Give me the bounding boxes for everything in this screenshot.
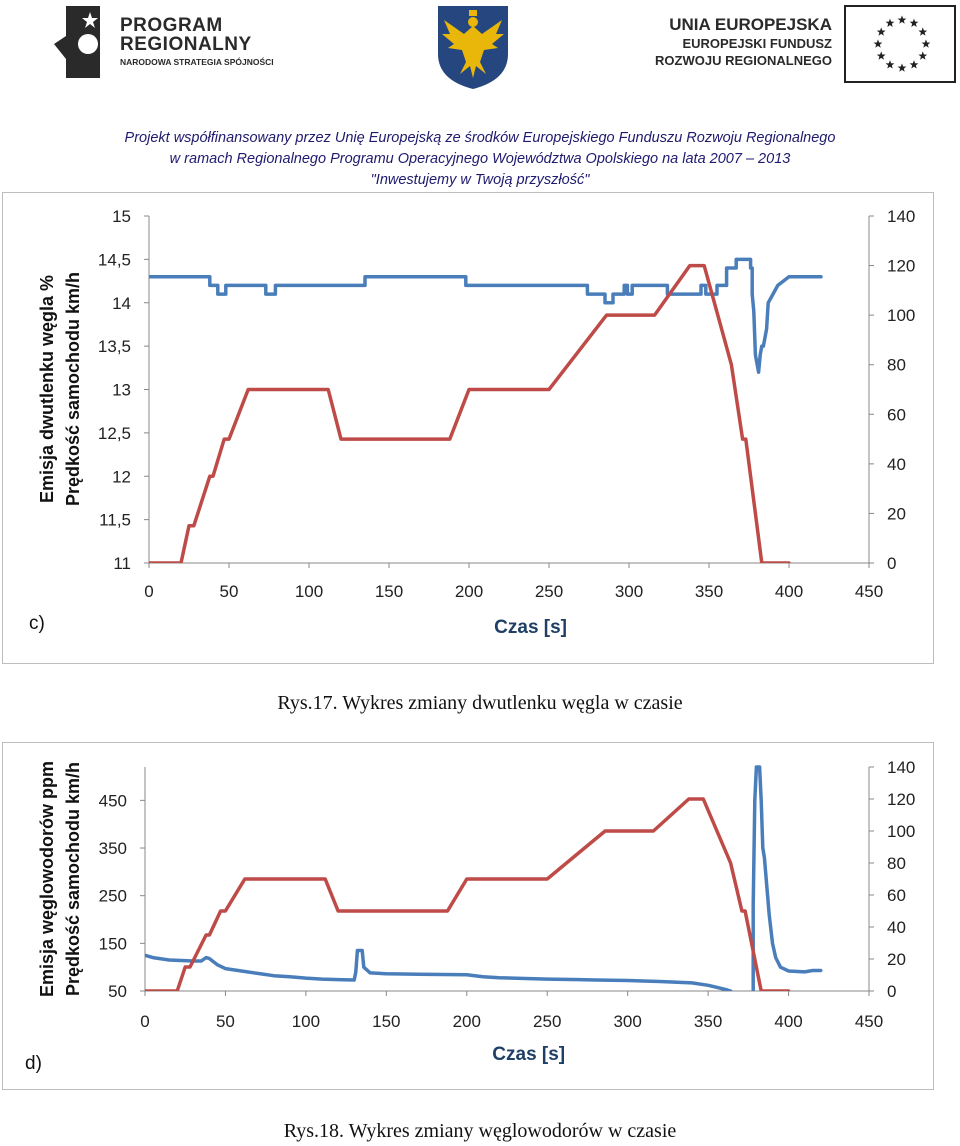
y-left-tick-label: 13 [112, 381, 131, 400]
program-regionalny-emblem-icon [54, 6, 100, 78]
y-right-tick-label: 40 [887, 455, 906, 474]
y-right-tick-label: 80 [887, 356, 906, 375]
y-axis-label-left-1: Emisja dwutlenku węgla % [37, 275, 57, 503]
emission-series-line [751, 765, 823, 991]
y-axis-label-left-2: Prędkość samochodu km/h [63, 762, 83, 996]
x-tick-label: 350 [694, 1012, 722, 1031]
x-axis-label: Czas [s] [492, 1044, 565, 1065]
chart-c-frame: 11 11,5 12 12,5 13 13,5 14 14,5 15 0 20 40 60 80 100 12… [2, 192, 934, 664]
y-left-tick-label: 13,5 [98, 337, 131, 356]
x-tick-label: 350 [695, 582, 723, 601]
y-right-tick-label: 80 [887, 854, 906, 873]
y-right-tick-label: 140 [887, 758, 915, 777]
project-header: Projekt współfinansowany przez Unię Euro… [0, 128, 960, 191]
y-right-tick-label: 100 [887, 822, 915, 841]
speed-series-line [149, 263, 791, 563]
x-tick-label: 200 [455, 582, 483, 601]
y-right-tick-label: 60 [887, 405, 906, 424]
y-axis-label-left-1: Emisja węglowodorów ppm [37, 761, 57, 997]
y-left-tick-label: 50 [108, 982, 127, 1001]
eu-star [876, 27, 886, 36]
y-left-tick-label: 12 [112, 467, 131, 486]
eu-star [897, 63, 907, 72]
y-right-tick-label: 20 [887, 504, 906, 523]
y-right-tick-label: 40 [887, 918, 906, 937]
y-left-tick-label: 450 [99, 791, 127, 810]
x-tick-label: 50 [216, 1012, 235, 1031]
y-left-tick-label: 14,5 [98, 250, 131, 269]
panel-label: d) [25, 1053, 42, 1074]
eu-flag-icon [844, 5, 956, 83]
caption-fig17: Rys.17. Wykres zmiany dwutlenku węgla w … [277, 692, 683, 714]
eu-stars [873, 15, 931, 72]
x-tick-label: 0 [140, 1012, 149, 1031]
y-left-tick-label: 11 [113, 554, 131, 573]
x-tick-label: 450 [855, 582, 883, 601]
emission-series-line [145, 948, 733, 991]
eu-star [885, 18, 895, 27]
eu-star [873, 39, 883, 48]
x-tick-label: 150 [372, 1012, 400, 1031]
program-subtitle: NARODOWA STRATEGIA SPÓJNOŚCI [120, 57, 274, 67]
panel-label: c) [29, 613, 45, 634]
x-tick-label: 250 [533, 1012, 561, 1031]
eu-line-1: UNIA EUROPEJSKA [669, 15, 832, 34]
x-tick-label: 200 [453, 1012, 481, 1031]
x-tick-label: 150 [375, 582, 403, 601]
header-logos: PROGRAM REGIONALNY NARODOWA STRATEGIA SP… [0, 0, 960, 120]
eu-star [909, 18, 919, 27]
y-right-tick-label: 0 [887, 554, 896, 573]
y-right-tick-label: 0 [887, 982, 896, 1001]
eu-star [921, 39, 931, 48]
x-tick-label: 400 [774, 1012, 802, 1031]
x-tick-label: 250 [535, 582, 563, 601]
y-right-tick-label: 20 [887, 950, 906, 969]
project-line-2: w ramach Regionalnego Programu Operacyjn… [169, 151, 791, 167]
y-left-tick-label: 11,5 [99, 511, 131, 530]
emission-series-line [149, 257, 823, 374]
eu-line-3: ROZWOJU REGIONALNEGO [655, 53, 832, 68]
y-axis-label-left-2: Prędkość samochodu km/h [63, 272, 83, 506]
x-tick-label: 100 [292, 1012, 320, 1031]
project-line-1: Projekt współfinansowany przez Unię Euro… [124, 130, 836, 146]
program-regionalny-logo: PROGRAM REGIONALNY NARODOWA STRATEGIA SP… [52, 4, 292, 80]
speed-series-line [145, 797, 791, 991]
x-axis-label: Czas [s] [494, 617, 567, 638]
y-left-tick-label: 250 [99, 887, 127, 906]
program-title-line1: PROGRAM [120, 15, 223, 36]
eu-star [897, 15, 907, 24]
eu-star [909, 60, 919, 69]
y-right-tick-label: 100 [887, 306, 915, 325]
x-tick-label: 50 [220, 582, 239, 601]
x-tick-label: 300 [613, 1012, 641, 1031]
eu-text-block: UNIA EUROPEJSKA EUROPEJSKI FUNDUSZ ROZWO… [600, 15, 832, 69]
caption-fig18: Rys.18. Wykres zmiany węglowodorów w cza… [283, 1120, 677, 1142]
program-title-line2: REGIONALNY [120, 34, 252, 55]
project-line-3: "Inwestujemy w Twoją przyszłość" [370, 172, 590, 188]
y-right-tick-label: 120 [887, 257, 915, 276]
y-left-tick-label: 15 [112, 207, 131, 226]
program-regionalny-title: PROGRAM REGIONALNY [120, 16, 252, 54]
y-left-tick-label: 350 [99, 839, 127, 858]
eu-star [876, 51, 886, 60]
y-right-tick-label: 60 [887, 886, 906, 905]
x-tick-label: 100 [295, 582, 323, 601]
eu-star [885, 60, 895, 69]
eu-line-2: EUROPEJSKI FUNDUSZ [682, 36, 832, 51]
eu-star [918, 51, 928, 60]
y-left-tick-label: 14 [112, 294, 131, 313]
x-tick-label: 0 [144, 582, 153, 601]
eu-star [918, 27, 928, 36]
opolskie-coat-of-arms-icon [438, 6, 508, 89]
y-right-tick-label: 120 [887, 790, 915, 809]
x-tick-label: 300 [615, 582, 643, 601]
x-tick-label: 400 [775, 582, 803, 601]
y-left-tick-label: 150 [99, 934, 127, 953]
y-right-tick-label: 140 [887, 207, 915, 226]
chart-c: 1111,51212,51313,51414,51502040608010012… [29, 207, 915, 638]
y-left-tick-label: 12,5 [98, 424, 131, 443]
x-tick-label: 450 [855, 1012, 883, 1031]
chart-d-frame: 50 150 250 350 450 0 20 40 60 80 100 120 140 0 50 100 15… [2, 742, 934, 1090]
